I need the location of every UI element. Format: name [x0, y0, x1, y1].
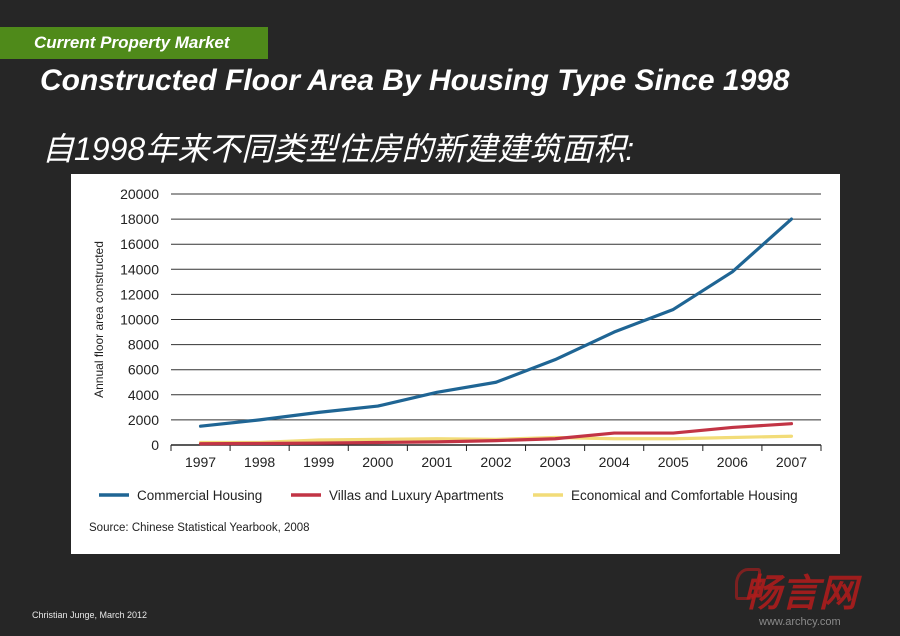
- x-tick-label: 2004: [599, 454, 630, 470]
- footer-credit: Christian Junge, March 2012: [32, 610, 148, 620]
- line-chart: 0 2000 4000 6000 8000 10000 12000 14000 16000 180…: [89, 186, 822, 534]
- data-point: [731, 426, 734, 429]
- data-point: [672, 437, 675, 440]
- x-tick-label: 2007: [776, 454, 807, 470]
- x-tick-label: 1997: [185, 454, 216, 470]
- chart-panel: 0 2000 4000 6000 8000 10000 12000 14000 16000 180…: [71, 174, 840, 554]
- y-axis-label: Annual floor area constructed: [92, 241, 106, 398]
- data-point: [436, 437, 438, 440]
- legend-label: Commercial Housing: [137, 488, 262, 503]
- y-tick-label: 4000: [128, 387, 159, 403]
- legend-label: Villas and Luxury Apartments: [329, 488, 504, 503]
- y-tick-label: 10000: [120, 312, 159, 328]
- data-point: [199, 442, 202, 445]
- data-point: [613, 331, 615, 333]
- x-tick-label: 1998: [244, 454, 275, 470]
- data-point: [554, 437, 556, 440]
- data-point: [790, 218, 793, 220]
- y-tick-label: 8000: [128, 337, 159, 353]
- y-tick-label: 0: [151, 437, 159, 453]
- x-tick-label: 2000: [362, 454, 393, 470]
- x-tick-label: 2001: [421, 454, 452, 470]
- chart-source: Source: Chinese Statistical Yearbook, 20…: [89, 522, 310, 534]
- data-point: [258, 442, 261, 445]
- watermark-logo-text: 畅言网: [743, 573, 858, 615]
- x-tick-label: 2006: [717, 454, 748, 470]
- data-point: [317, 442, 320, 444]
- y-tick-label: 18000: [120, 211, 159, 227]
- y-tick-label: 12000: [120, 286, 159, 302]
- watermark-logo-icon: [735, 568, 761, 600]
- data-point: [672, 432, 675, 434]
- watermark-url: www.archcy.com: [759, 616, 841, 628]
- x-tick-label: 1999: [303, 454, 334, 470]
- y-tick-label: 2000: [128, 412, 159, 428]
- data-point: [554, 358, 556, 361]
- data-point: [790, 422, 793, 425]
- slide-title: Constructed Floor Area By Housing Type S…: [40, 64, 790, 97]
- data-point: [495, 439, 497, 442]
- data-point: [377, 405, 379, 407]
- data-point: [731, 436, 734, 439]
- x-tick-label: 2003: [540, 454, 571, 470]
- data-point: [377, 438, 379, 441]
- x-tick-label: 2002: [480, 454, 511, 470]
- data-point: [258, 419, 261, 421]
- data-point: [613, 432, 615, 434]
- data-point: [317, 439, 320, 441]
- y-tick-label: 20000: [120, 186, 159, 202]
- data-point: [790, 435, 793, 438]
- data-point: [377, 441, 379, 444]
- data-point: [731, 271, 734, 273]
- data-point: [317, 411, 320, 414]
- data-point: [672, 308, 675, 311]
- section-label: Current Property Market: [0, 27, 268, 59]
- data-point: [199, 425, 202, 427]
- legend-label: Economical and Comfortable Housing: [571, 488, 798, 503]
- data-point: [613, 437, 615, 440]
- y-tick-label: 6000: [128, 362, 159, 378]
- x-tick-label: 2005: [658, 454, 689, 470]
- slide-subtitle: 自1998年来不同类型住房的新建建筑面积:: [42, 131, 635, 167]
- data-point: [436, 441, 438, 443]
- y-tick-label: 16000: [120, 236, 159, 252]
- data-point: [436, 391, 438, 394]
- data-point: [495, 381, 497, 384]
- y-tick-label: 14000: [120, 261, 159, 277]
- watermark: 畅言网 www.archcy.com: [735, 560, 895, 630]
